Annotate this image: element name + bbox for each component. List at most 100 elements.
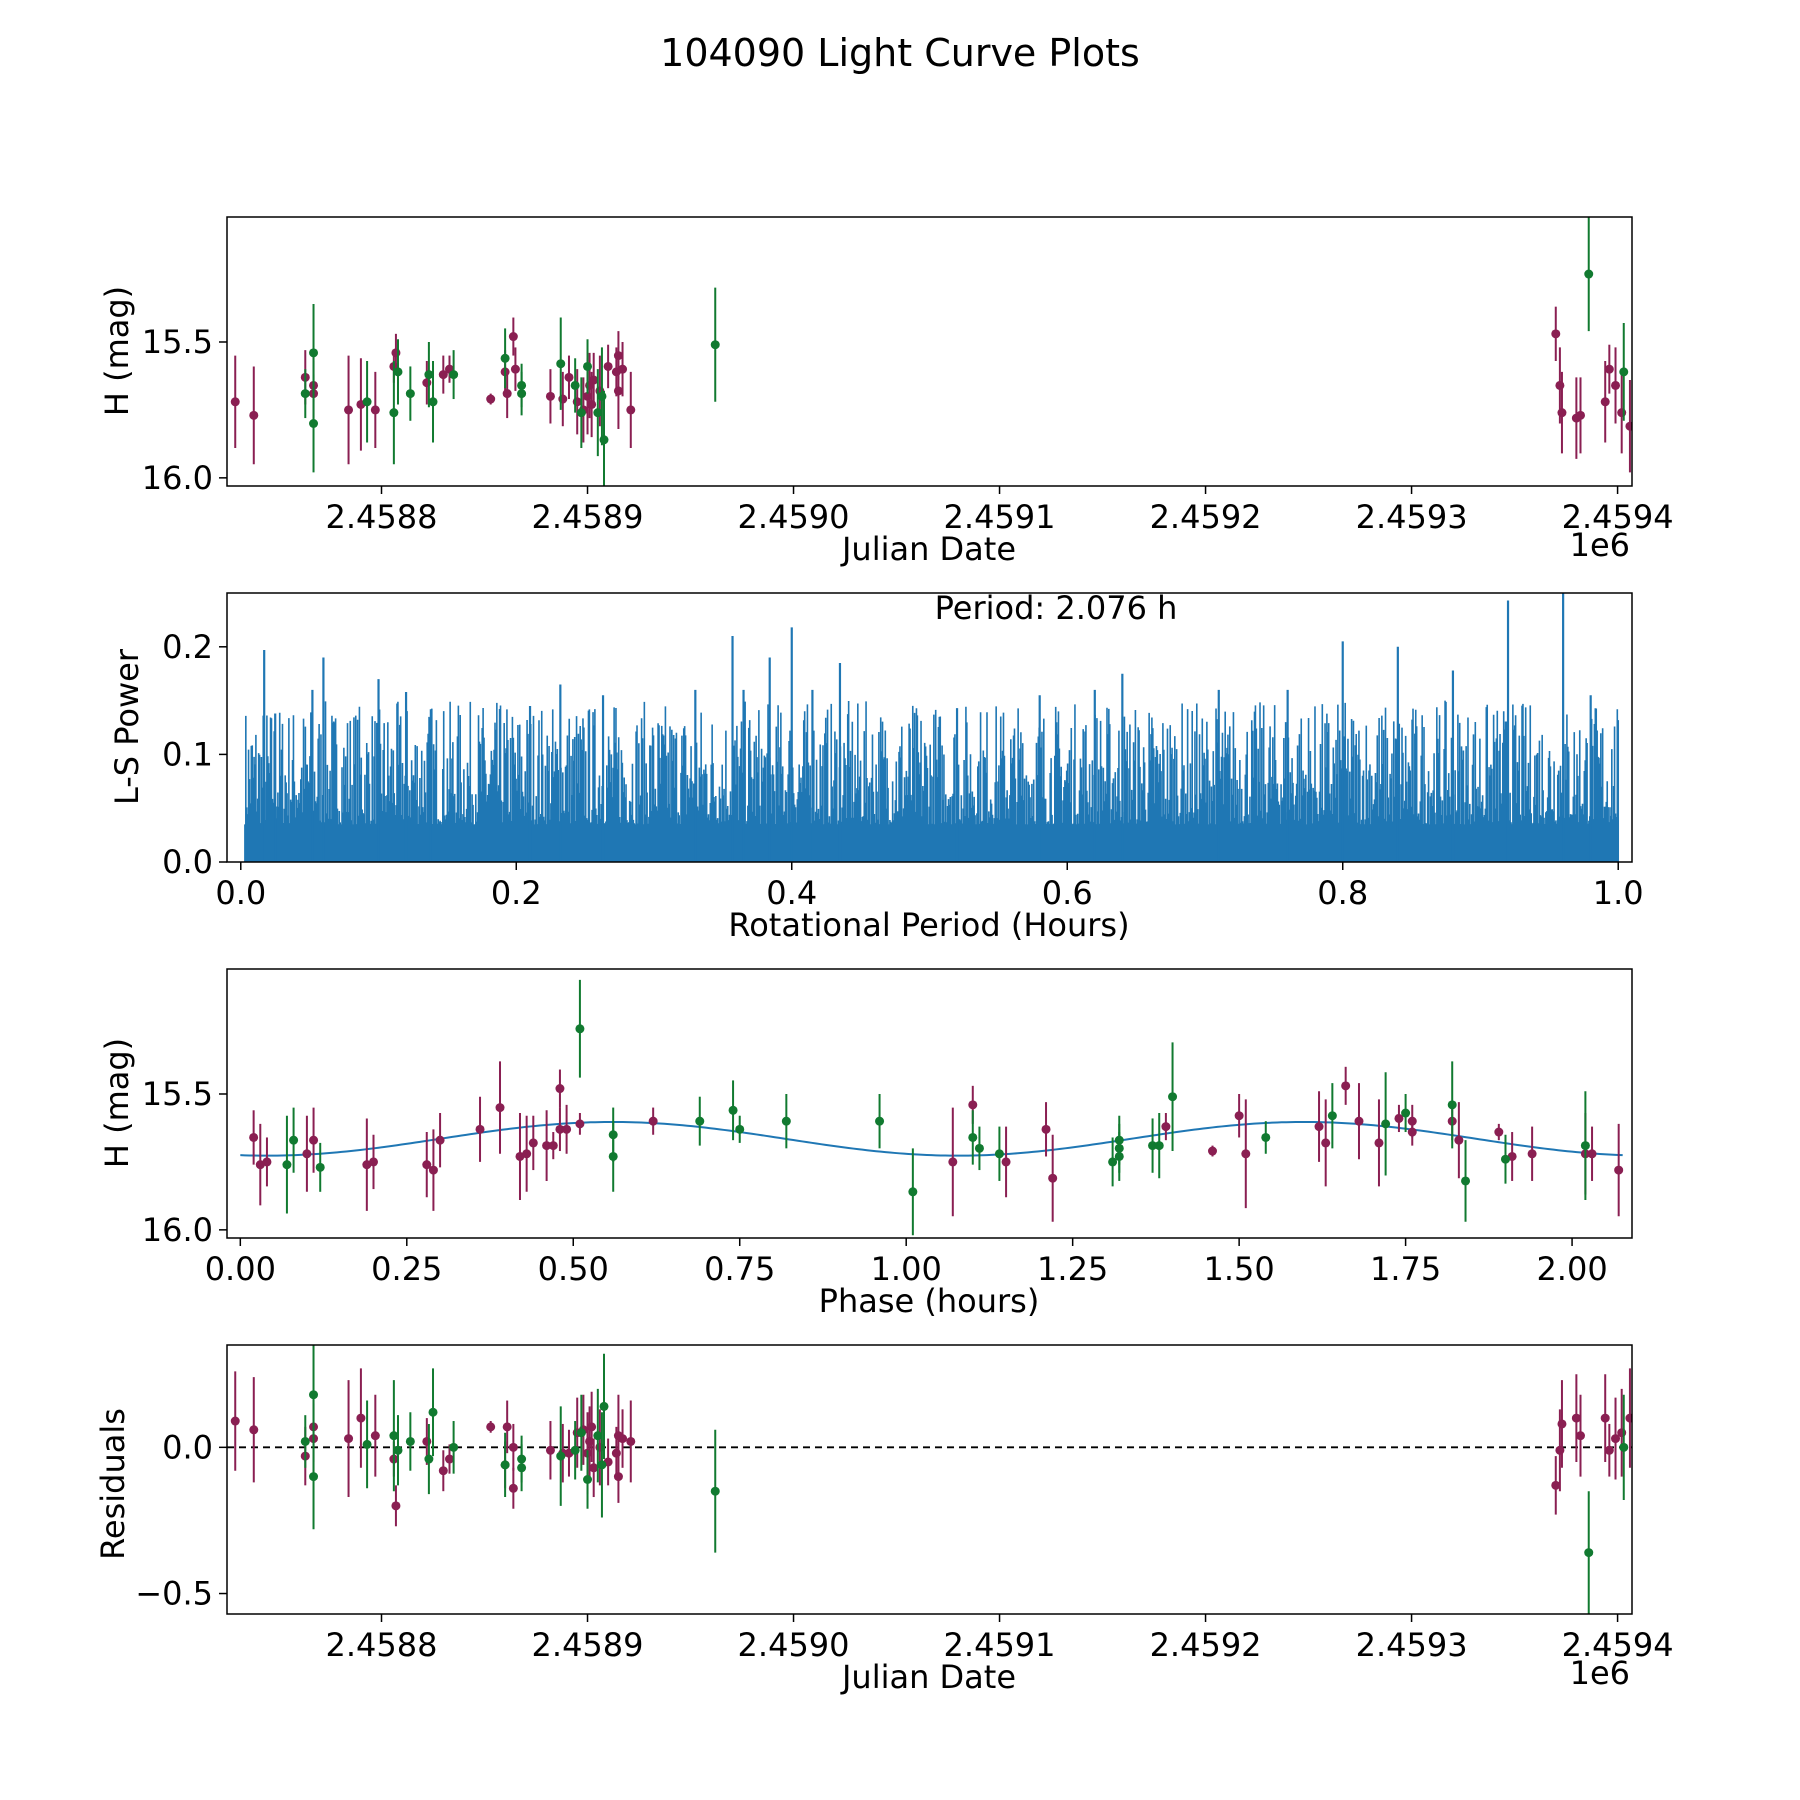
phased-point-maroon	[435, 1135, 445, 1145]
periodogram-marks	[244, 593, 1620, 862]
phased-point-maroon	[1314, 1122, 1324, 1132]
residuals-point-maroon	[370, 1431, 380, 1441]
lightcurve-xtick-label: 2.4592	[1150, 498, 1262, 536]
lightcurve-point-green	[599, 435, 609, 445]
residuals-point-green	[593, 1431, 603, 1441]
residuals-point-maroon	[1604, 1445, 1614, 1455]
phased-point-maroon	[648, 1116, 658, 1126]
lightcurve-point-maroon	[613, 386, 623, 396]
phased-point-maroon	[1321, 1138, 1331, 1148]
residuals-point-green	[362, 1439, 372, 1449]
periodogram-xtick-label: 1.0	[1593, 874, 1644, 912]
lightcurve-point-maroon	[1604, 364, 1614, 374]
lightcurve-ytick-label: 16.0	[142, 459, 213, 497]
residuals-point-green	[309, 1390, 319, 1400]
lightcurve-xtick-label: 2.4588	[326, 498, 438, 536]
phased-axes: 0.00 0.25 0.50 0.75 1.00 1.25 1.50 1.75 2.00 16.0…	[142, 1075, 1608, 1288]
residuals-point-maroon	[502, 1422, 512, 1432]
residuals-point-maroon	[344, 1434, 354, 1444]
lightcurve-point-green	[597, 391, 607, 401]
lightcurve-point-maroon	[1611, 380, 1621, 390]
lightcurve-point-maroon	[391, 348, 401, 358]
phased-point-maroon	[1241, 1149, 1251, 1159]
phased-point-green	[1500, 1154, 1510, 1164]
residuals-ytick-label: 0.0	[162, 1428, 213, 1466]
residuals-point-maroon	[589, 1463, 599, 1473]
phased-point-maroon	[522, 1149, 532, 1159]
lightcurve-point-green	[576, 408, 586, 418]
phased-point-green	[1108, 1157, 1118, 1167]
residuals-point-maroon	[1611, 1434, 1621, 1444]
residuals-point-green	[428, 1407, 438, 1417]
phased-point-maroon	[1374, 1138, 1384, 1148]
lightcurve-point-green	[500, 353, 510, 363]
lightcurve-point-maroon	[626, 405, 636, 415]
lightcurve-ylabel: H (mag)	[98, 286, 136, 416]
residuals-point-green	[583, 1475, 593, 1484]
lightcurve-point-maroon	[587, 399, 597, 409]
residuals-point-maroon	[444, 1454, 454, 1464]
phased-xtick-label: 0.25	[371, 1250, 442, 1288]
residuals-point-green	[424, 1454, 434, 1464]
residuals-marks	[227, 1345, 1632, 1614]
periodogram-ytick-label: 0.2	[162, 628, 213, 666]
lightcurve-point-green	[389, 408, 399, 418]
lightcurve-point-maroon	[1575, 410, 1585, 420]
lightcurve-point-green	[583, 361, 593, 371]
phased-xtick-label: 1.00	[871, 1250, 942, 1288]
phased-point-maroon	[1234, 1111, 1244, 1121]
phased-point-green	[1381, 1119, 1391, 1129]
residuals-point-maroon	[1555, 1445, 1565, 1455]
residuals-point-maroon	[1600, 1413, 1610, 1423]
phased-point-green	[1154, 1141, 1164, 1151]
periodogram-xtick-label: 0.2	[491, 874, 542, 912]
residuals-point-maroon	[508, 1442, 518, 1452]
phased-point-maroon	[1048, 1173, 1058, 1183]
lightcurve-point-maroon	[422, 378, 432, 388]
figure-title: 104090 Light Curve Plots	[660, 31, 1140, 75]
phased-point-green	[994, 1149, 1004, 1159]
phased-point-maroon	[968, 1100, 978, 1110]
residuals-point-maroon	[438, 1466, 448, 1476]
lightcurve-point-green	[710, 340, 720, 350]
phased-point-green	[1401, 1108, 1411, 1118]
residuals-point-maroon	[611, 1448, 621, 1458]
lightcurve-xtick-label: 2.4594	[1562, 498, 1674, 536]
residuals-xtick-label: 2.4591	[944, 1626, 1056, 1664]
phased-frame	[226, 968, 1633, 1239]
lightcurve-xtick-label: 2.4591	[944, 498, 1056, 536]
periodogram-ytick-label: 0.1	[162, 735, 213, 773]
phased-point-maroon	[575, 1119, 585, 1129]
panel-phased: 0.00 0.25 0.50 0.75 1.00 1.25 1.50 1.75 2.00 16.0…	[98, 968, 1633, 1320]
residuals-point-maroon	[422, 1436, 432, 1446]
periodogram-xtick-label: 0.0	[215, 874, 266, 912]
residuals-point-green	[576, 1428, 586, 1438]
residuals-offset-label: 1e6	[1570, 1654, 1630, 1692]
phased-point-green	[875, 1116, 885, 1126]
residuals-point-green	[500, 1460, 510, 1470]
residuals-point-green	[393, 1445, 403, 1455]
lightcurve-point-green	[309, 419, 319, 429]
lightcurve-point-green	[1619, 367, 1629, 377]
phased-point-maroon	[562, 1124, 572, 1134]
residuals-point-maroon	[508, 1483, 518, 1493]
lightcurve-point-maroon	[510, 364, 520, 374]
residuals-point-maroon	[613, 1472, 623, 1482]
phased-point-green	[1580, 1141, 1590, 1151]
periodogram-xtick-label: 0.4	[766, 874, 817, 912]
residuals-point-green	[1584, 1548, 1594, 1558]
lightcurve-xtick-label: 2.4593	[1356, 498, 1468, 536]
periodogram-xtick-label: 0.8	[1317, 874, 1368, 912]
residuals-point-maroon	[1571, 1413, 1581, 1423]
lightcurve-offset-label: 1e6	[1570, 526, 1630, 564]
residuals-point-maroon	[1625, 1413, 1632, 1423]
phased-point-maroon	[542, 1141, 552, 1151]
periodogram-frame	[226, 592, 1633, 863]
lightcurve-point-maroon	[1625, 421, 1632, 431]
periodogram-ytick-label: 0.0	[162, 843, 213, 881]
periodogram-xlabel: Rotational Period (Hours)	[728, 906, 1129, 944]
phased-point-green	[315, 1162, 325, 1172]
residuals-ylabel: Residuals	[94, 1408, 132, 1560]
residuals-point-maroon	[626, 1436, 636, 1446]
